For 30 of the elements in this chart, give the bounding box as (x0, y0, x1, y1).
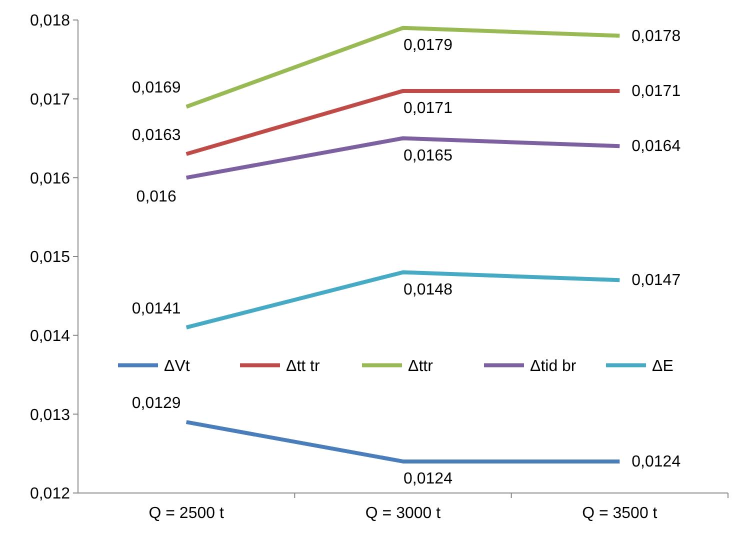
data-label: 0,0179 (404, 36, 453, 54)
data-label: 0,0141 (132, 300, 181, 318)
legend-label: Δttr (408, 358, 434, 375)
data-label: 0,0171 (632, 82, 681, 100)
data-label: 0,0164 (632, 138, 681, 156)
data-label: 0,0147 (632, 272, 681, 290)
y-tick-label: 0,014 (30, 328, 70, 345)
x-tick-label: Q = 3500 t (582, 505, 658, 522)
legend-label: Δtt tr (286, 358, 320, 375)
legend-label: Δtid br (530, 358, 577, 375)
y-tick-label: 0,013 (30, 406, 70, 424)
y-tick-label: 0,012 (30, 486, 70, 503)
data-label: 0,0163 (132, 127, 181, 144)
data-label: 0,0148 (404, 281, 453, 298)
data-label: 0,0129 (132, 395, 181, 412)
x-tick-label: Q = 2500 t (148, 505, 224, 522)
data-label: 0,0171 (404, 100, 453, 117)
y-tick-label: 0,018 (30, 12, 70, 30)
y-tick-label: 0,017 (30, 91, 70, 108)
data-label: 0,0178 (632, 28, 681, 45)
x-tick-label: Q = 3000 t (365, 505, 442, 522)
y-tick-label: 0,016 (30, 170, 70, 188)
legend-label: ΔE (652, 358, 674, 375)
data-label: 0,0124 (404, 470, 453, 488)
data-label: 0,016 (136, 188, 176, 206)
legend-label: ΔVt (164, 358, 190, 375)
data-label: 0,0169 (132, 80, 181, 97)
data-label: 0,0124 (632, 453, 681, 470)
data-label: 0,0165 (404, 147, 453, 164)
y-tick-label: 0,015 (30, 249, 70, 266)
